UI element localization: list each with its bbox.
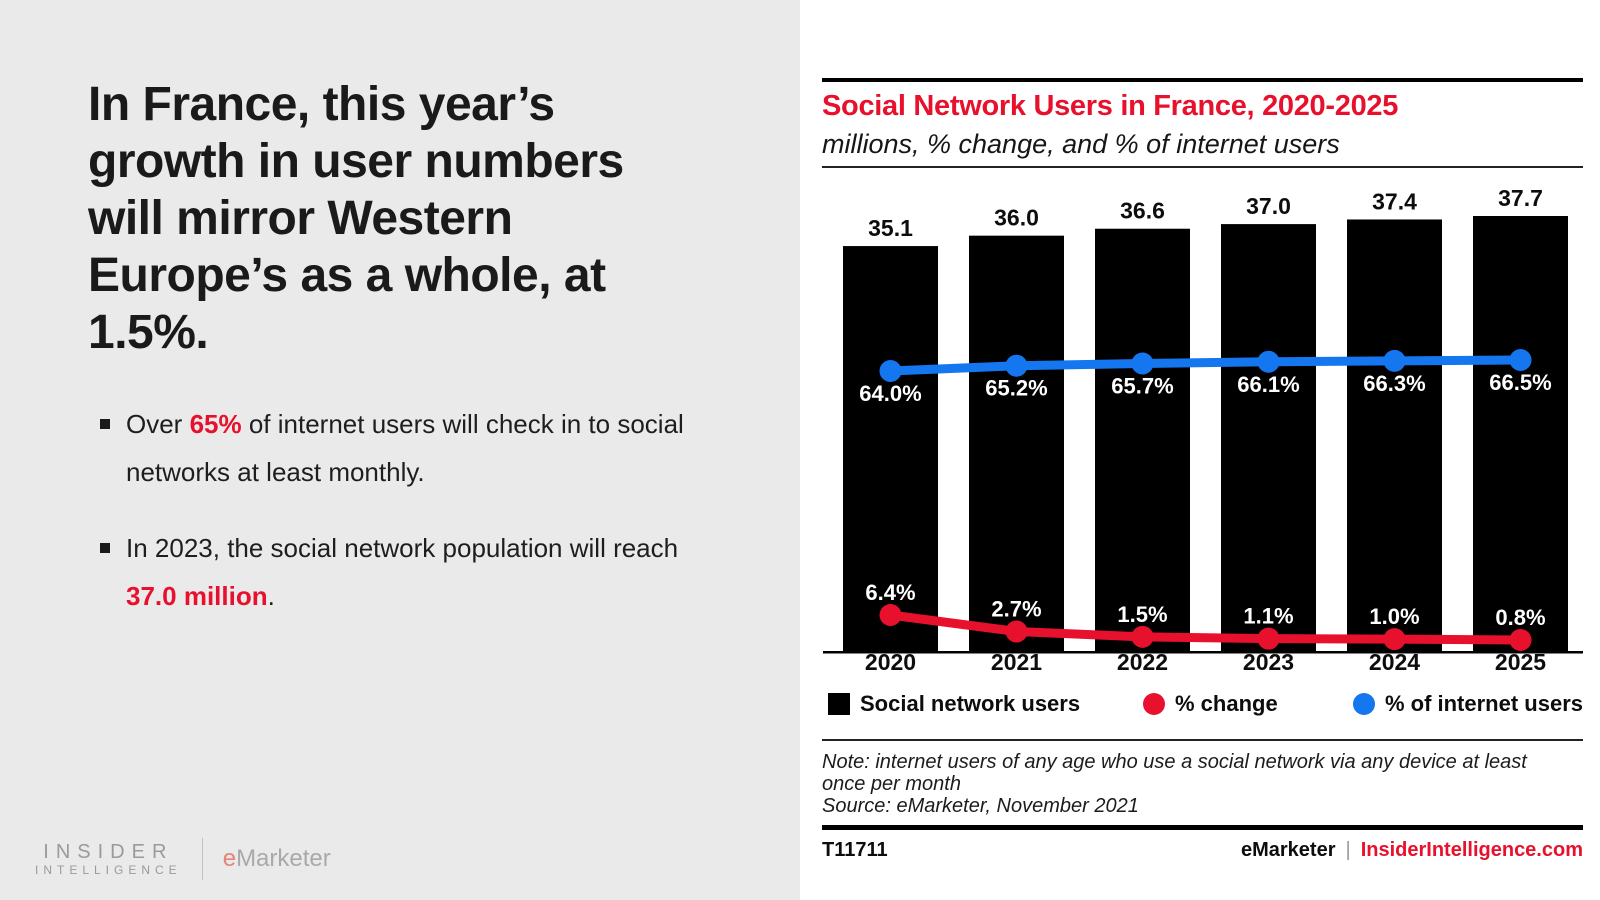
bullet-highlight: 37.0 million [126,581,268,611]
pct-internet-users-value-label: 64.0% [859,381,921,406]
chart-title: Social Network Users in France, 2020-202… [822,90,1399,122]
list-item: In 2023, the social network population w… [100,524,700,620]
pct-change-dot [1131,625,1154,648]
pct-internet-users-value-label: 66.5% [1489,370,1551,395]
pct-change-dot [1257,627,1280,650]
chart-canvas: 35.1 36.0 36.6 37.0 37.4 37.7 2020 2021 2022 2023… [823,185,1583,675]
pct-internet-users-value-label: 65.7% [1111,374,1173,399]
pct-change-value-label: 1.5% [1117,602,1167,627]
top-rule [822,78,1583,82]
bullet-post: . [267,581,275,611]
legend-label: % of internet users [1384,691,1583,716]
pct-change-value-label: 0.8% [1495,605,1545,630]
bullet-square-icon [100,419,110,429]
bullet-highlight: 65% [189,409,242,439]
note-rule [822,739,1583,741]
pct-change-value-label: 1.0% [1369,604,1419,629]
pct-change-line [886,610,1525,645]
chart-id: T11711 [822,839,888,861]
insider-intelligence-wordmark: INSIDER INTELLIGENCE [35,841,182,877]
chart-subtitle: millions, % change, and % of internet us… [822,129,1340,159]
pct-internet-users-dot [1257,350,1280,373]
x-tick-label: 2023 [1243,649,1294,675]
bar-value-label: 37.0 [1246,193,1291,219]
legend-red-dot-icon [1143,693,1165,715]
footer-pipe: | [1345,839,1351,861]
headline: In France, this year’s growth in user nu… [88,78,624,359]
bullet-post: of internet users will check in to socia… [126,409,684,487]
x-tick-label: 2025 [1495,649,1546,675]
legend-item-pct-change: % change [1143,691,1278,717]
bar-value-label: 35.1 [868,215,913,241]
chart-footer: T11711 eMarketer | InsiderIntelligence.c… [822,839,1583,862]
bar-value-label: 36.0 [994,205,1039,231]
bullet-list: Over 65% of internet users will check in… [100,400,700,648]
bullet-text: In 2023, the social network population w… [126,524,700,620]
insider-intelligence-emarketer-logo: INSIDER INTELLIGENCE eMarketer [35,838,331,880]
x-tick-label: 2022 [1117,649,1168,675]
pct-change-dot [1509,629,1532,651]
pct-internet-users-dot [879,360,902,382]
pct-internet-users-value-label: 66.3% [1363,371,1425,396]
bar-2022 [1095,228,1190,652]
pct-internet-users-line [886,355,1525,376]
footer-emarketer: eMarketer [1240,839,1336,861]
pct-internet-users-dot [1005,354,1028,377]
subtitle-rule [822,166,1583,168]
legend-label: % change [1175,691,1278,716]
bullet-pre: In 2023, the social network population w… [126,533,679,563]
pct-change-dot [1383,628,1406,651]
pct-change-dot [1005,620,1028,643]
bar-value-label: 37.7 [1498,185,1543,211]
logo-insider-text: INSIDER [43,841,174,863]
pct-internet-users-value-label: 65.2% [985,376,1047,401]
emarketer-e: e [222,845,237,872]
bullet-text: Over 65% of internet users will check in… [126,400,700,496]
footer-insiderintelligence-link[interactable]: InsiderIntelligence.com [1360,839,1583,861]
pct-internet-users-dot [1509,349,1532,371]
list-item: Over 65% of internet users will check in… [100,400,700,496]
legend-item-pct-internet-users: % of internet users [1352,691,1583,717]
footer-brands: eMarketer | InsiderIntelligence.com [1241,839,1583,862]
x-tick-label: 2021 [991,649,1042,675]
bar-value-label: 36.6 [1120,198,1165,224]
pct-change-value-label: 6.4% [865,580,915,605]
bullet-pre: Over [126,409,190,439]
left-panel: In France, this year’s growth in user nu… [0,0,800,900]
logo-divider [201,838,203,880]
x-tick-label: 2020 [865,649,916,675]
bar-value-label: 37.4 [1372,188,1417,214]
emarketer-rest: Marketer [236,845,331,872]
bar-2020 [843,246,938,652]
x-axis-line [823,651,1583,654]
bullet-square-icon [100,543,110,553]
bar-2023 [1221,224,1316,652]
pct-internet-users-dot [1383,349,1406,372]
pct-change-value-label: 1.1% [1243,604,1293,629]
logo-intelligence-text: INTELLIGENCE [35,863,182,877]
legend-label: Social network users [860,691,1081,716]
x-tick-label: 2024 [1369,649,1420,675]
bar-2024 [1347,219,1442,653]
pct-change-dot [879,604,902,627]
legend-blue-dot-icon [1352,693,1375,715]
pct-internet-users-dot [1131,352,1154,375]
footer-rule [822,825,1583,830]
chart-note: Note: internet users of any age who use … [822,751,1527,817]
bar-2021 [969,235,1064,653]
bar-2025 [1473,216,1568,652]
emarketer-wordmark: eMarketer [223,845,331,873]
legend-item-social-network-users: Social network users [828,691,1080,717]
pct-change-value-label: 2.7% [991,597,1041,622]
pct-internet-users-value-label: 66.1% [1237,372,1299,397]
legend-black-square-icon [828,693,850,715]
chart-legend: Social network users % change % of inter… [800,691,1600,717]
chart-panel: Social Network Users in France, 2020-202… [800,0,1600,900]
